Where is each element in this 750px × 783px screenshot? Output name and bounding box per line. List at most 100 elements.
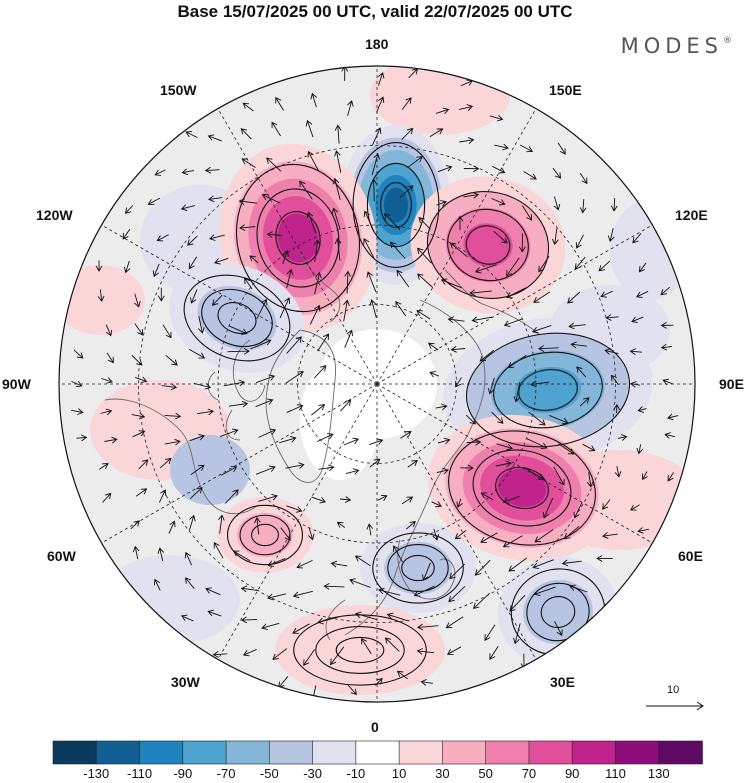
wind-arrow (256, 298, 268, 319)
wind-arrow (306, 211, 317, 234)
wind-arrow (157, 547, 165, 562)
contour-ring (540, 596, 576, 628)
wind-arrow (377, 72, 385, 86)
page-title: Base 15/07/2025 00 UTC, valid 22/07/2025… (177, 2, 573, 21)
colorbar-swatch (225, 740, 271, 765)
wind-arrow (258, 428, 277, 438)
anomaly-level (463, 223, 513, 267)
contour-lines (183, 142, 631, 686)
wind-arrow (463, 191, 480, 199)
wind-arrow (318, 464, 335, 472)
label-60w: 60W (47, 548, 76, 564)
wind-arrow (369, 299, 377, 318)
wind-arrow (503, 318, 524, 327)
colorbar (52, 740, 703, 765)
meridian-line (101, 383, 378, 544)
wind-arrow (513, 382, 521, 403)
wind-arrow (637, 527, 649, 534)
wind-arrow (660, 343, 672, 351)
colorbar-tick-label: 10 (391, 766, 407, 781)
wind-arrow (605, 314, 619, 321)
wind-arrow (431, 501, 442, 508)
anomaly-patch (59, 265, 145, 335)
wind-arrow (454, 530, 467, 540)
wind-arrow (384, 637, 400, 652)
wind-arrow (579, 173, 588, 185)
colorbar-swatch (442, 740, 487, 765)
wind-arrow (242, 102, 254, 112)
wind-arrow (532, 559, 554, 570)
wind-arrow (347, 100, 354, 116)
wind-arrow (435, 403, 448, 411)
colorbar-tick-label: -90 (173, 766, 193, 781)
wind-arrow (156, 234, 169, 242)
wind-arrow (285, 462, 305, 469)
anomaly-patch (300, 360, 380, 480)
colorbar-swatch (355, 740, 400, 765)
contour-ring (465, 225, 511, 265)
wind-arrow (392, 545, 403, 563)
wind-arrow (97, 289, 105, 302)
wind-arrow (400, 431, 412, 439)
meridian-line (101, 224, 378, 385)
anomaly-level (384, 541, 452, 595)
contour-ring (227, 504, 303, 566)
wind-arrow (223, 379, 246, 387)
wind-arrow (185, 131, 198, 138)
wind-arrow (667, 472, 674, 482)
wind-arrow (446, 646, 462, 655)
wind-arrow (518, 233, 526, 253)
wind-arrow (502, 495, 520, 504)
wind-arrow (122, 228, 131, 240)
colorbar-swatch (95, 740, 141, 765)
wind-arrow (435, 107, 450, 115)
wind-arrow (71, 408, 84, 415)
wind-arrow (255, 398, 274, 408)
wind-arrow (134, 323, 144, 336)
wind-arrow (220, 466, 238, 476)
contour-ring (217, 302, 257, 334)
wind-arrow (636, 290, 649, 298)
wind-arrow (474, 264, 497, 274)
wind-arrow (557, 142, 566, 155)
colorbar-swatch (52, 740, 98, 765)
wind-arrow (135, 376, 148, 384)
contour-ring (495, 466, 549, 510)
wind-arrow (313, 365, 327, 379)
coastline-greenland (265, 329, 337, 483)
wind-arrow (211, 294, 223, 306)
wind-arrow (212, 651, 228, 658)
colorbar-swatch (139, 740, 184, 765)
colorbar-swatch (615, 740, 660, 765)
wind-arrow (637, 406, 647, 413)
anomaly-patch (170, 435, 250, 505)
anomaly-center-west-siberia (427, 414, 617, 562)
wind-arrow (343, 437, 360, 446)
wind-arrow (343, 299, 350, 322)
wind-arrow (570, 341, 587, 349)
contour-ring (447, 208, 529, 282)
wind-arrow (604, 348, 619, 355)
wind-arrow (154, 169, 166, 176)
wind-arrow (278, 435, 297, 444)
wind-arrow (354, 555, 371, 567)
coastline-siberia-east (444, 269, 541, 336)
wind-arrow (613, 403, 621, 414)
wind-arrow (135, 488, 148, 497)
contour-ring (293, 614, 427, 686)
wind-arrow (76, 434, 88, 442)
wind-arrow (307, 528, 315, 541)
wind-arrow (181, 168, 195, 176)
wind-arrow (533, 291, 551, 303)
wind-arrow (292, 590, 313, 599)
wind-arrow (459, 137, 475, 144)
wind-arrow (489, 114, 504, 122)
wind-arrow (267, 593, 287, 601)
wind-arrow (531, 324, 552, 334)
anomaly-level (497, 469, 547, 507)
wind-arrow (105, 324, 113, 337)
wind-arrow (227, 347, 250, 355)
wind-arrow (286, 505, 303, 513)
colorbar-swatch (571, 740, 617, 765)
wind-arrow (187, 235, 198, 246)
